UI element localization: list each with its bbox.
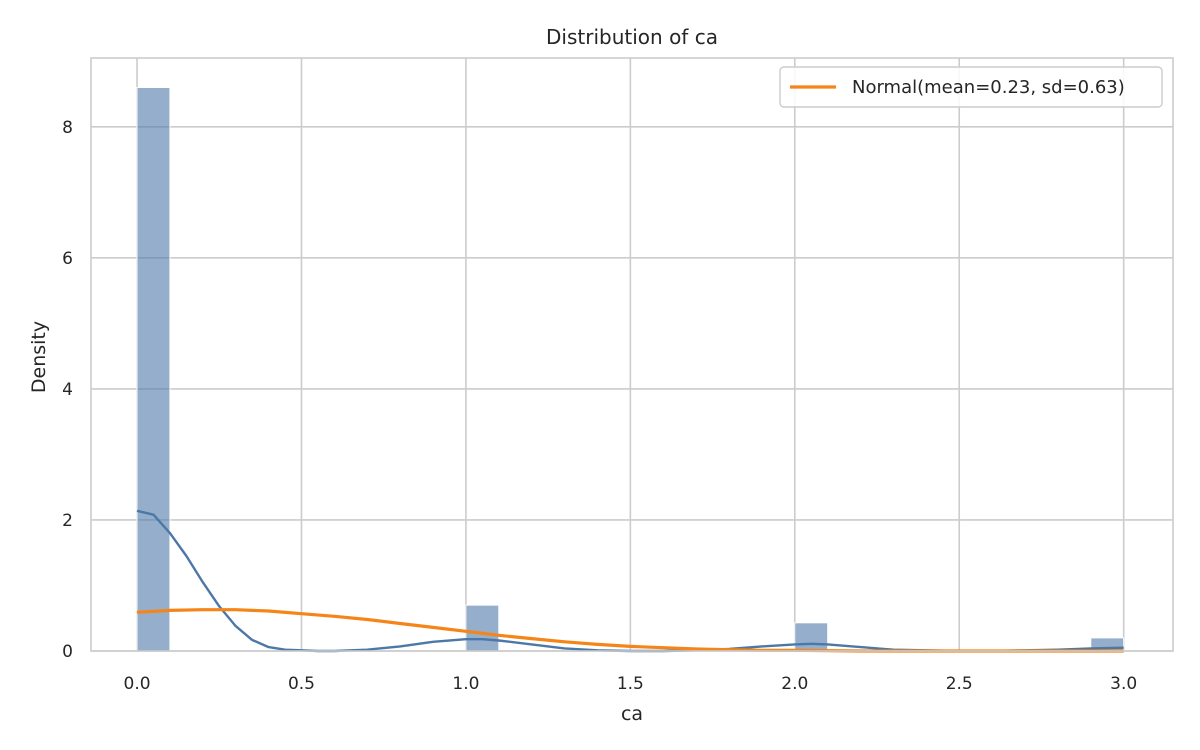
- y-tick-label: 8: [62, 118, 73, 138]
- legend: Normal(mean=0.23, sd=0.63): [779, 66, 1163, 108]
- y-axis-ticks: 0 2 4 6 8: [62, 118, 73, 662]
- histogram-bar: [136, 86, 171, 652]
- x-tick-label: 0.5: [288, 674, 315, 694]
- y-tick-label: 0: [62, 642, 73, 662]
- legend-label-normal: Normal(mean=0.23, sd=0.63): [852, 77, 1125, 98]
- x-axis-label: ca: [621, 703, 643, 725]
- x-tick-label: 2.0: [781, 674, 808, 694]
- y-tick-label: 2: [62, 511, 73, 531]
- x-axis-ticks: 0.0 0.5 1.0 1.5 2.0 2.5 3.0: [124, 674, 1138, 694]
- histogram-bar: [794, 622, 829, 652]
- x-tick-label: 3.0: [1110, 674, 1137, 694]
- plot-frame: [90, 57, 1174, 652]
- y-axis-label: Density: [28, 321, 50, 393]
- x-tick-label: 1.0: [452, 674, 479, 694]
- y-tick-label: 4: [62, 380, 73, 400]
- y-tick-label: 6: [62, 249, 73, 269]
- chart-title: Distribution of ca: [546, 25, 718, 49]
- x-tick-label: 1.5: [617, 674, 644, 694]
- legend-box: [779, 66, 1163, 108]
- grid: [91, 58, 1173, 652]
- x-tick-label: 0.0: [124, 674, 151, 694]
- histogram-bars: [136, 86, 1125, 652]
- x-tick-label: 2.5: [946, 674, 973, 694]
- histogram-bar: [465, 604, 500, 652]
